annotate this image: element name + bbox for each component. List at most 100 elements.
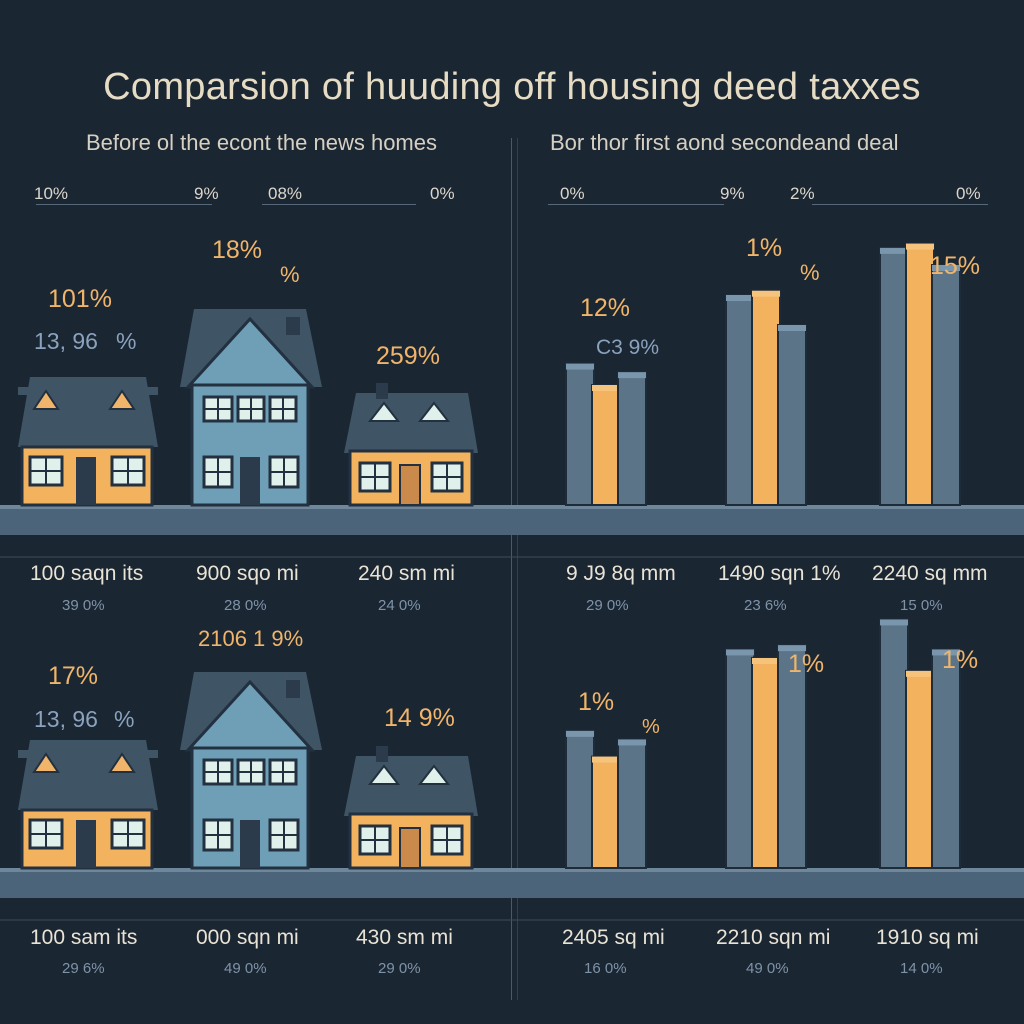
house-sub-label: 24 0% [378,597,421,614]
house-dormer [417,764,451,785]
bar-sub-label: 29 0% [586,597,629,614]
bar-cap [566,363,594,370]
house-sub-label: 29 6% [62,960,105,977]
bar-cap [932,649,960,656]
bar [565,729,595,869]
house-chimney [286,317,300,335]
house-roof [18,377,158,447]
bar-cap [880,247,908,254]
bar-cap [778,645,806,652]
house-pct-secondary-b: % [114,706,135,732]
house-dormer [367,401,401,422]
bar [591,384,621,506]
house-dormer [32,752,60,773]
subtitle-left: Before ol the econt the news homes [86,130,437,155]
house-door [76,457,96,505]
ground-strip [0,505,1024,535]
bar-area-label: 1490 sqn 1% [718,562,841,585]
bar [879,618,909,870]
bar-sub-label: 15 0% [900,597,943,614]
bar-pct-secondary: % [642,716,660,738]
house-sub-label: 28 0% [224,597,267,614]
house-dormer [32,389,60,410]
marker-line [262,204,416,205]
bar-cap [880,619,908,626]
bar [879,246,909,506]
bar-pct-label: 12% [580,294,631,322]
top-marker-label: 08% [268,184,303,203]
bar [931,648,961,870]
page-title: Comparsion of huuding off housing deed t… [103,66,921,108]
bar-cap [906,243,934,250]
bar-pct-label: 1% [578,688,615,716]
bar-sub-label: 49 0% [746,960,789,977]
house-area-label: 000 sqn mi [196,926,299,949]
ground-strip [0,868,1024,898]
house-chimney [376,383,388,399]
ground-strip-edge [0,868,1024,872]
house-door [76,820,96,868]
house-door [240,457,260,505]
house-area-label: 240 sm mi [358,562,455,585]
bar [725,294,755,506]
center-divider-shadow [517,138,518,1000]
bar-cap [592,756,620,763]
house-door [399,827,421,869]
bar [751,289,781,507]
house-dormer [417,401,451,422]
house-dormer [367,764,401,785]
house-pct-label: 18% [212,236,263,264]
house-area-label: 100 saqn its [30,562,144,585]
house-pct-label: 14 9% [384,704,455,732]
top-marker-label: 0% [560,184,585,203]
house-sub-label: 49 0% [224,960,267,977]
center-divider [511,138,512,1000]
bar-pct-label: 15% [930,252,981,280]
bar-pct-secondary: C3 9% [596,336,660,359]
bar-pct-secondary: % [800,260,820,285]
bar-cap [566,730,594,737]
marker-line [812,204,988,205]
bar-cap [778,325,806,331]
bar-cap [592,385,620,391]
house-roof [344,756,478,816]
bar-cap [726,649,754,656]
bar [617,738,647,870]
house-roof [344,393,478,453]
bar-sub-label: 14 0% [900,960,943,977]
house-area-label: 430 sm mi [356,926,453,949]
house-pct-secondary: 13, 96 [34,328,98,354]
bar-area-label: 2240 sq mm [872,562,988,585]
bar-cap [752,658,780,664]
bar [617,371,647,506]
bar-pct-label: 1% [942,646,979,674]
house-pct-label: 101% [48,285,112,313]
house-chimney [376,746,388,762]
house-roof [18,740,158,810]
house-area-label: 100 sam its [30,926,138,949]
bar-cap [906,670,934,677]
bar-cap [618,739,646,746]
subtitle-right: Bor thor first aond secondeand deal [550,130,899,155]
house-pct-label: 2106 1 9% [198,626,304,651]
top-marker-label: 9% [720,184,745,203]
bar [777,644,807,870]
house-area-label: 900 sqo mi [196,562,299,585]
house-pct-secondary: % [280,262,300,287]
bar [905,242,935,506]
bar-area-label: 2210 sqn mi [716,926,831,949]
bar-pct-label: 1% [788,650,825,678]
bar-cap [932,265,960,271]
bar-cap [618,372,646,379]
bar [725,648,755,870]
bar-area-label: 2405 sq mi [562,926,665,949]
bar-cap [726,295,754,301]
top-marker-label: 0% [430,184,455,203]
bar-area-label: 1910 sq mi [876,926,979,949]
bar-sub-label: 16 0% [584,960,627,977]
top-marker-label: 10% [34,184,69,203]
bar [751,657,781,869]
bar [565,362,595,507]
bar [591,755,621,869]
bar-pct-label: 1% [746,234,783,262]
